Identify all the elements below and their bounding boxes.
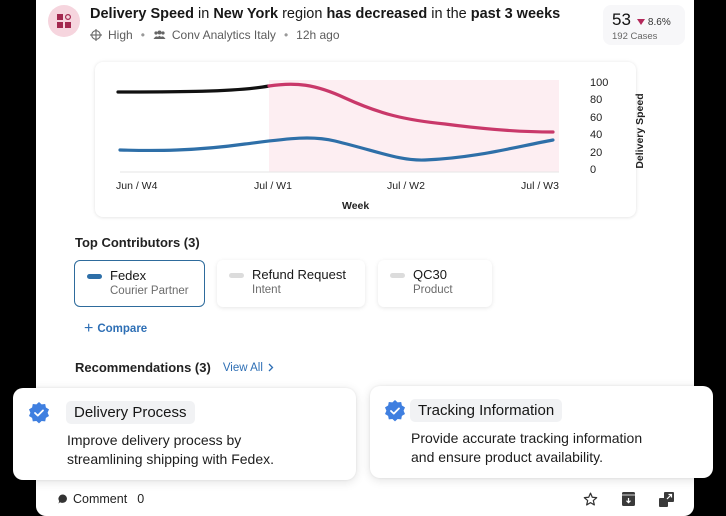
crosshair-priority-icon: [90, 29, 102, 41]
chevron-right-icon: [268, 363, 274, 372]
down-triangle-icon: [636, 19, 645, 25]
title-text: in the: [427, 6, 471, 22]
series-line-fedex[interactable]: [118, 136, 555, 162]
x-axis-label: Week: [342, 200, 370, 212]
contributor-name: Fedex: [110, 268, 147, 283]
contributor-qc30[interactable]: QC30 Product: [378, 260, 492, 307]
comment-button[interactable]: Comment 0: [58, 492, 144, 506]
description-line: and ensure product availability.: [411, 449, 603, 465]
compare-button[interactable]: + Compare: [84, 321, 147, 337]
priority-label: High: [108, 28, 133, 42]
y-tick: 80: [590, 94, 603, 106]
expand-window-icon: [658, 491, 674, 507]
recommendation-description: Provide accurate tracking information an…: [411, 429, 642, 467]
recommendations-header: Recommendations (3) View All: [75, 360, 274, 375]
contributor-refund-request[interactable]: Refund Request Intent: [217, 260, 365, 307]
team-label[interactable]: Conv Analytics Italy: [171, 28, 276, 42]
description-line: streamlining shipping with Fedex.: [67, 451, 274, 467]
kpi-delta: 8.6%: [636, 16, 671, 28]
verified-badge-icon: [383, 399, 407, 428]
insight-title: Delivery Speed in New York region has de…: [90, 6, 560, 22]
recommendations-title: Recommendations (3): [75, 360, 211, 375]
star-button[interactable]: [582, 491, 598, 507]
contributor-name: QC30: [413, 267, 447, 282]
x-tick: Jun / W4: [116, 180, 158, 192]
open-external-button[interactable]: [658, 491, 674, 507]
insight-type-icon: [48, 5, 80, 37]
separator-dot: •: [140, 28, 145, 42]
x-tick: Jul / W2: [387, 180, 425, 192]
title-text: in: [193, 6, 214, 22]
x-tick: Jul / W1: [254, 180, 292, 192]
card-footer: Comment 0: [36, 484, 694, 516]
title-metric: Delivery Speed: [90, 6, 194, 22]
contributor-fedex[interactable]: Fedex Courier Partner: [74, 260, 205, 307]
kpi-cases: 192 Cases: [612, 31, 658, 42]
highlight-region: [269, 80, 559, 172]
timestamp: 12h ago: [296, 28, 340, 42]
description-line: Improve delivery process by: [67, 432, 242, 448]
dashboard-grid-icon: [57, 14, 71, 28]
series-swatch: [229, 273, 244, 278]
series-swatch: [390, 273, 405, 278]
recommendation-description: Improve delivery process by streamlining…: [67, 431, 274, 469]
view-all-label: View All: [222, 361, 263, 374]
y-tick: 40: [590, 129, 603, 141]
series-line-baseline[interactable]: [116, 84, 271, 94]
star-icon: [583, 492, 597, 506]
comment-count: 0: [137, 492, 145, 506]
kpi-value: 53: [612, 10, 631, 29]
view-all-link[interactable]: View All: [223, 362, 274, 374]
title-text: region: [278, 6, 327, 22]
series-swatch: [87, 274, 102, 279]
compare-label: Compare: [97, 323, 148, 335]
series-line-decline[interactable]: [267, 82, 555, 134]
contributor-type: Product: [413, 284, 453, 296]
line-chart: Jun / W4 Jul / W1 Jul / W2 Jul / W3 Week…: [95, 62, 646, 217]
y-tick: 20: [590, 147, 603, 159]
y-axis-label: Delivery Speed: [634, 93, 646, 169]
x-tick: Jul / W3: [521, 180, 559, 192]
separator-dot: •: [283, 28, 289, 42]
contributors-title: Top Contributors (3): [75, 235, 200, 250]
verified-badge-icon: [27, 401, 51, 430]
contributor-type: Intent: [252, 284, 281, 296]
contributor-name: Refund Request: [252, 267, 346, 282]
title-trend: has decreased: [326, 6, 428, 22]
archive-button[interactable]: [620, 491, 636, 507]
comment-bubble-icon: [58, 494, 67, 504]
kpi-badge: 53 8.6% 192 Cases: [603, 5, 685, 45]
plus-icon: +: [84, 320, 94, 337]
y-tick: 60: [590, 112, 603, 124]
insight-meta: High • Conv Analytics Italy • 12h ago: [90, 28, 340, 42]
title-region: New York: [213, 6, 279, 22]
title-period: past 3 weeks: [470, 6, 561, 22]
recommendation-title: Tracking Information: [410, 399, 563, 422]
recommendation-title: Delivery Process: [66, 401, 195, 424]
description-line: Provide accurate tracking information: [411, 430, 643, 446]
team-icon: [153, 30, 166, 40]
archive-download-icon: [621, 492, 635, 506]
recommendation-card-tracking-information[interactable]: Tracking Information Provide accurate tr…: [370, 386, 713, 478]
recommendation-card-delivery-process[interactable]: Delivery Process Improve delivery proces…: [13, 388, 356, 480]
comment-label: Comment: [73, 492, 128, 506]
y-tick: 100: [590, 77, 609, 89]
y-tick: 0: [590, 164, 597, 176]
kpi-delta-value: 8.6%: [647, 16, 671, 28]
chart-plot: [116, 80, 559, 173]
contributor-type: Courier Partner: [110, 285, 189, 297]
